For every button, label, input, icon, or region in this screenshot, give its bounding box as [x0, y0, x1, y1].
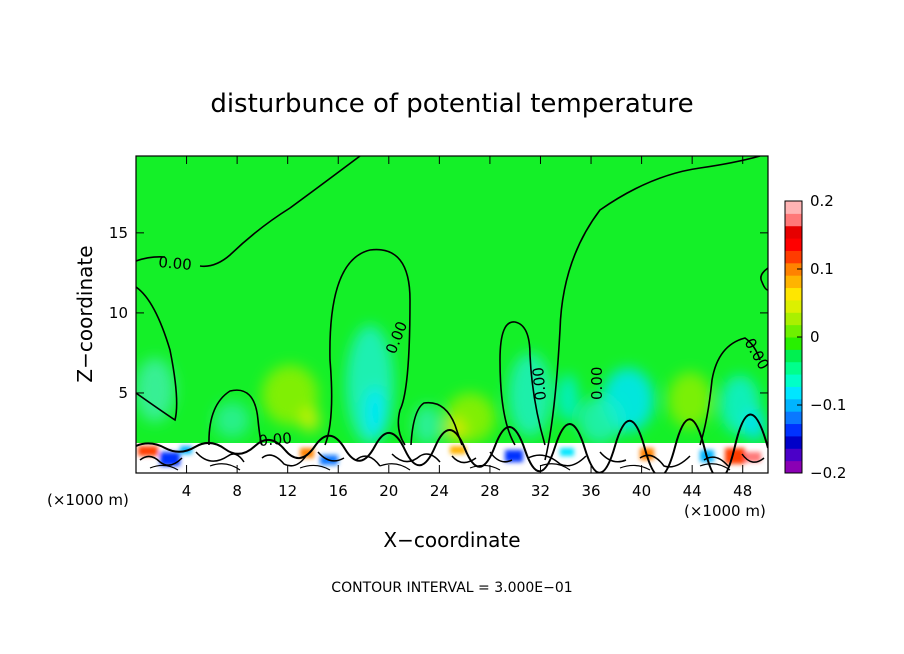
- colorbar-tick-label: −0.1: [810, 396, 846, 414]
- plot-frame: [135, 155, 769, 474]
- colorbar-swatch: [785, 213, 802, 227]
- colorbar-swatch: [785, 435, 802, 449]
- contour-label: 0.00: [258, 429, 293, 450]
- y-tick-label: 10: [109, 304, 128, 322]
- colorbar-swatch: [785, 275, 802, 289]
- colorbar-swatch: [785, 460, 802, 474]
- bump-8km: [208, 389, 263, 446]
- x-tick-label: 12: [278, 482, 297, 500]
- x-axis: 4 8 12 16 20 24 28 32 36 40 44 48: [182, 156, 752, 500]
- colorbar-swatch: [785, 312, 802, 326]
- colorbar-swatch: [785, 349, 802, 363]
- tongue-31km: [499, 321, 546, 446]
- contour-interval-note: CONTOUR INTERVAL = 3.000E−01: [331, 580, 572, 596]
- chart-title: disturbunce of potential temperature: [210, 89, 693, 119]
- colorbar-tick-label: 0: [810, 328, 820, 346]
- plot-area: 0.00 0.00 0.00 0.00 0.00 0.00: [136, 156, 768, 473]
- colorbar: 0.2 0.1 0 −0.1 −0.2: [784, 192, 846, 482]
- contour-label: 0.00: [158, 253, 193, 274]
- colorbar-swatch: [785, 411, 802, 425]
- boundary-layer: [136, 413, 768, 473]
- colorbar-swatch: [785, 287, 802, 301]
- colorbar-swatch: [785, 324, 802, 338]
- x-tick-label: 16: [329, 482, 348, 500]
- x-tick-label: 48: [733, 482, 752, 500]
- x-tick-label: 36: [581, 482, 600, 500]
- x-tick-label: 44: [683, 482, 702, 500]
- field-anomalies: [136, 325, 765, 445]
- upper-right-contour: [544, 156, 761, 461]
- x-unit-right: (×1000 m): [684, 502, 766, 520]
- contour-label: 0.00: [529, 366, 550, 401]
- y-tick-label: 5: [118, 384, 128, 402]
- colorbar-swatch: [785, 374, 802, 387]
- contour-label: 0.00: [588, 367, 606, 400]
- colorbar-tick-label: 0.2: [810, 192, 834, 210]
- right-tongue: [699, 337, 761, 446]
- x-axis-label: X−coordinate: [383, 528, 520, 552]
- colorbar-swatch: [785, 250, 802, 264]
- colorbar-swatch: [785, 361, 802, 375]
- x-tick-label: 20: [379, 482, 398, 500]
- right-edge-contour: [760, 267, 768, 291]
- y-axis: 5 10 15: [109, 224, 768, 402]
- x-tick-label: 4: [182, 482, 192, 500]
- colorbar-swatch: [785, 225, 802, 239]
- x-tick-label: 32: [531, 482, 550, 500]
- colorbar-swatch: [785, 299, 802, 313]
- colorbar-tick-label: −0.2: [810, 464, 846, 482]
- bump-24km: [410, 401, 463, 446]
- tongue-18km: [324, 248, 411, 446]
- colorbar-swatch: [785, 386, 802, 400]
- y-axis-label: Z−coordinate: [73, 245, 97, 382]
- x-tick-label: 40: [632, 482, 651, 500]
- colorbar-swatch: [785, 448, 802, 462]
- x-tick-label: 8: [232, 482, 242, 500]
- zero-contours: [136, 156, 768, 461]
- colorbar-swatch: [785, 262, 802, 276]
- colorbar-swatch: [785, 423, 802, 437]
- upper-contour: [136, 156, 361, 268]
- colorbar-tick-label: 0.1: [810, 260, 834, 278]
- x-unit-left: (×1000 m): [47, 491, 129, 509]
- left-edge-contour: [136, 286, 178, 422]
- x-tick-label: 28: [480, 482, 499, 500]
- colorbar-swatch: [785, 201, 802, 214]
- colorbar-swatch: [785, 337, 802, 350]
- colorbar-swatch: [785, 238, 802, 251]
- x-tick-label: 24: [430, 482, 449, 500]
- y-tick-label: 15: [109, 224, 128, 242]
- colorbar-swatch: [785, 398, 802, 412]
